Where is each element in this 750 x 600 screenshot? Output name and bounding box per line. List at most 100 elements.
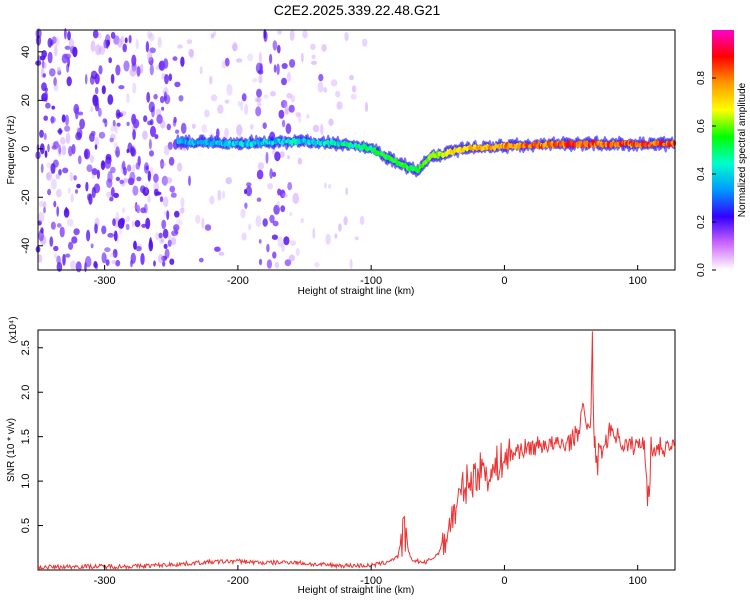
noise-speckle xyxy=(119,227,122,236)
noise-speckle xyxy=(112,248,118,258)
noise-speckle xyxy=(149,64,154,76)
noise-speckle xyxy=(288,254,296,262)
noise-speckle xyxy=(318,73,324,82)
noise-speckle xyxy=(132,185,139,196)
noise-speckle xyxy=(306,114,310,119)
noise-speckle xyxy=(160,162,166,168)
noise-speckle xyxy=(43,62,47,69)
noise-speckle xyxy=(130,259,133,268)
noise-speckle xyxy=(104,247,111,253)
noise-speckle xyxy=(53,83,59,92)
noise-speckle xyxy=(109,137,114,143)
noise-speckle xyxy=(49,68,56,77)
colorbar-tick-label: 0.6 xyxy=(696,119,707,133)
x-tick-label: 100 xyxy=(629,575,647,587)
noise-speckle xyxy=(170,237,177,246)
noise-speckle xyxy=(162,87,169,97)
noise-speckle xyxy=(42,201,47,209)
noise-speckle xyxy=(56,261,63,272)
snr-multiplier: (x10⁴) xyxy=(8,316,19,343)
noise-speckle xyxy=(284,104,289,116)
noise-speckle xyxy=(110,31,116,39)
noise-speckle xyxy=(110,73,115,84)
noise-speckle xyxy=(295,248,300,256)
noise-speckle xyxy=(61,114,66,123)
noise-speckle xyxy=(143,115,148,123)
noise-speckle xyxy=(132,82,137,94)
noise-speckle xyxy=(131,220,135,228)
noise-speckle xyxy=(354,236,359,241)
noise-speckle xyxy=(120,111,127,116)
noise-speckle xyxy=(78,155,82,165)
x-tick-label: -200 xyxy=(227,275,249,287)
noise-speckle xyxy=(104,118,108,128)
noise-speckle xyxy=(135,38,139,50)
noise-speckle xyxy=(125,215,131,223)
noise-speckle xyxy=(290,94,296,103)
noise-speckle xyxy=(176,219,183,226)
noise-speckle xyxy=(92,29,99,39)
noise-speckle xyxy=(208,75,213,85)
snr-x-ticks: -300 -200 -100 0 100 xyxy=(94,565,647,587)
noise-speckle xyxy=(178,95,184,102)
noise-speckle xyxy=(86,229,91,242)
noise-speckle xyxy=(289,29,295,41)
noise-speckle xyxy=(143,203,148,214)
noise-speckle xyxy=(146,31,153,39)
noise-speckle xyxy=(148,56,154,66)
noise-speckle xyxy=(153,173,159,183)
noise-speckle xyxy=(297,157,303,165)
noise-speckle xyxy=(94,144,98,150)
noise-speckle xyxy=(98,65,103,75)
noise-speckle xyxy=(43,132,47,141)
noise-speckle xyxy=(300,217,304,224)
noise-speckle xyxy=(244,202,248,209)
noise-speckle xyxy=(51,36,57,44)
noise-speckle xyxy=(248,223,251,231)
noise-speckle xyxy=(76,183,81,189)
noise-speckle xyxy=(126,121,130,127)
noise-speckle xyxy=(94,136,100,147)
noise-speckle xyxy=(201,124,208,133)
x-tick-label: 0 xyxy=(501,275,507,287)
noise-speckle xyxy=(51,178,57,190)
noise-speckle xyxy=(221,190,226,199)
noise-speckle xyxy=(117,218,125,229)
noise-speckle xyxy=(283,236,290,246)
noise-speckle xyxy=(258,258,263,266)
noise-speckle xyxy=(86,164,93,172)
noise-speckle xyxy=(95,44,102,56)
noise-speckle xyxy=(132,128,136,140)
noise-speckle xyxy=(51,141,58,150)
noise-speckle xyxy=(75,261,82,273)
noise-speckle xyxy=(149,150,154,157)
x-tick-label: -300 xyxy=(94,275,116,287)
noise-speckle xyxy=(160,159,165,169)
noise-speckle xyxy=(216,128,220,138)
noise-speckle xyxy=(218,251,225,256)
noise-speckle xyxy=(328,184,332,189)
noise-speckle xyxy=(91,186,96,199)
noise-speckle xyxy=(68,38,74,49)
noise-speckle xyxy=(244,103,249,116)
noise-speckle xyxy=(136,66,141,77)
noise-speckle xyxy=(89,75,95,85)
noise-speckle xyxy=(163,145,170,156)
noise-speckle xyxy=(153,260,156,267)
noise-speckle xyxy=(50,163,56,174)
noise-speckle xyxy=(237,100,241,107)
noise-speckle xyxy=(145,217,151,230)
noise-speckle xyxy=(135,246,142,252)
noise-speckle xyxy=(148,33,155,42)
noise-speckle xyxy=(123,60,130,72)
noise-speckle xyxy=(65,253,71,258)
noise-speckle xyxy=(180,207,185,214)
noise-speckle xyxy=(69,171,74,182)
noise-speckle xyxy=(162,260,166,267)
noise-speckle xyxy=(125,223,130,231)
y-tick-label: 0.5 xyxy=(20,518,32,533)
noise-speckle xyxy=(155,191,162,196)
noise-speckle xyxy=(311,54,316,60)
noise-speckle xyxy=(54,44,58,57)
x-tick-label: 0 xyxy=(501,575,507,587)
